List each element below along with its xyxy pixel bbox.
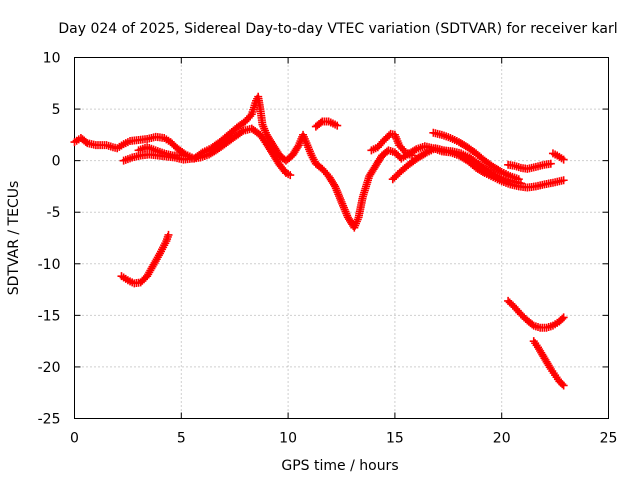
data-point — [286, 171, 295, 180]
series-track-l — [529, 337, 568, 390]
y-tick-label: 10 — [43, 51, 61, 67]
data-point — [559, 176, 568, 185]
y-tick-label: -25 — [38, 412, 61, 428]
x-tick-label: 5 — [177, 431, 186, 447]
y-tick-label: 5 — [52, 102, 61, 118]
series-track-k — [504, 296, 568, 332]
series-track-g — [429, 128, 523, 184]
x-tick-label: 20 — [493, 431, 511, 447]
x-tick-label: 25 — [600, 431, 618, 447]
data-point — [237, 127, 246, 136]
data-point — [333, 121, 342, 130]
series-track-d — [311, 117, 342, 131]
y-tick-label: -5 — [47, 205, 61, 221]
y-tick-label: -20 — [38, 360, 61, 376]
data-point — [559, 155, 568, 164]
y-tick-label: -10 — [38, 257, 61, 273]
data-point — [81, 137, 90, 146]
data-point — [559, 313, 568, 322]
x-tick-label: 0 — [70, 431, 79, 447]
data-point — [514, 175, 523, 184]
data-point — [559, 381, 568, 390]
data-point — [246, 112, 255, 121]
series-track-a — [70, 92, 568, 232]
series-track-c — [134, 143, 186, 160]
axis-ticks — [74, 57, 609, 419]
series-track-j — [117, 230, 173, 288]
x-tick-labels: 0 5 10 15 20 25 — [70, 431, 617, 447]
data-points — [70, 92, 568, 390]
series-track-e — [367, 129, 416, 160]
x-tick-label: 15 — [386, 431, 404, 447]
data-point — [546, 159, 555, 168]
y-tick-labels: 10 5 0 -5 -10 -15 -20 -25 — [38, 51, 61, 428]
series-track-i — [548, 149, 568, 164]
series-track-h — [504, 159, 555, 173]
data-point — [410, 146, 419, 155]
data-point — [558, 380, 567, 389]
grid — [74, 57, 609, 419]
y-axis-label: SDTVAR / TECUs — [6, 181, 22, 296]
x-tick-label: 10 — [279, 431, 297, 447]
x-axis-label: GPS time / hours — [281, 458, 398, 474]
data-point — [407, 151, 416, 160]
data-point — [558, 314, 567, 323]
y-tick-label: 0 — [52, 154, 61, 170]
data-point — [316, 118, 325, 127]
y-tick-label: -15 — [38, 308, 61, 324]
data-point — [516, 179, 525, 188]
data-point — [164, 230, 173, 239]
chart-title: Day 024 of 2025, Sidereal Day-to-day VTE… — [58, 21, 617, 37]
plot-frame — [74, 57, 609, 419]
data-point — [177, 151, 186, 160]
